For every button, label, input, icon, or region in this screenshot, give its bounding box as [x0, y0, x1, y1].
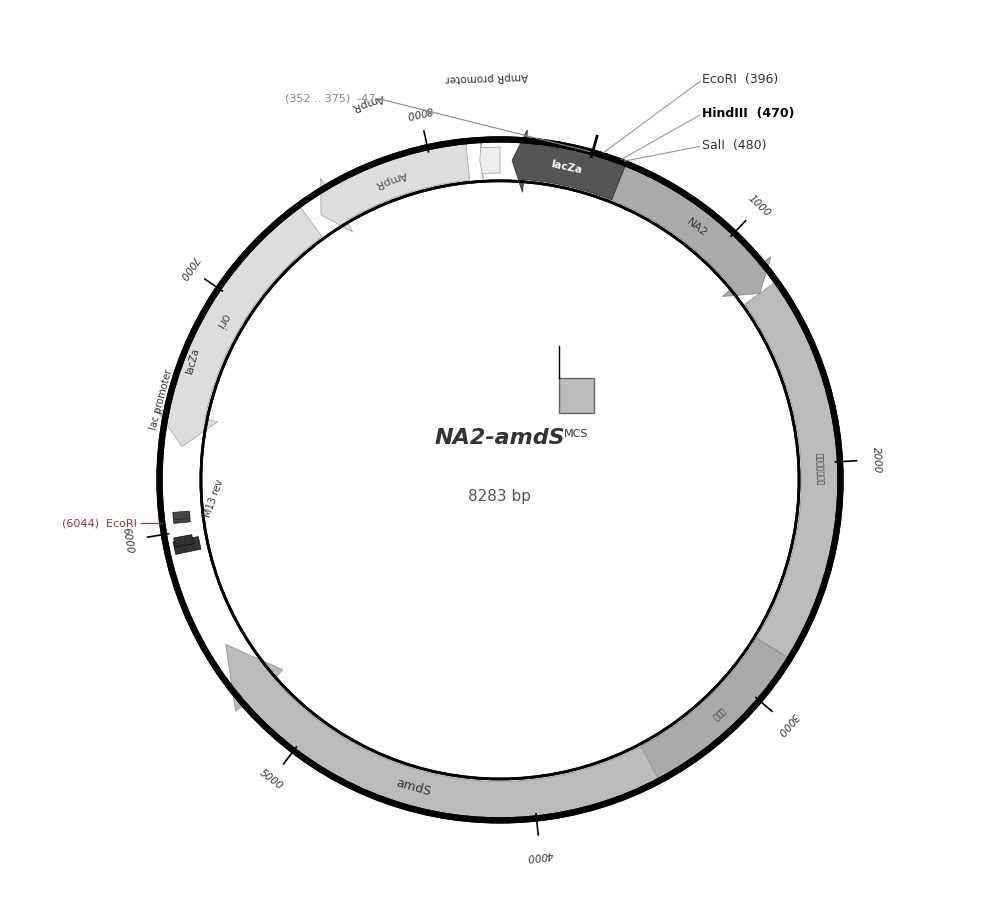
Text: lacZa: lacZa [549, 159, 583, 175]
Polygon shape [745, 282, 838, 657]
Text: NA2: NA2 [685, 217, 709, 239]
Text: lac promoter: lac promoter [148, 367, 174, 431]
Text: 1000: 1000 [746, 193, 773, 219]
Bar [173, 511, 190, 520]
Text: 丝状真菌启动子: 丝状真菌启动子 [815, 453, 825, 485]
Text: 6000: 6000 [121, 526, 135, 555]
Bar [174, 534, 193, 547]
Polygon shape [156, 207, 322, 447]
Text: M13 rev: M13 rev [203, 478, 226, 519]
Text: AmpR promoter: AmpR promoter [445, 71, 528, 83]
Polygon shape [321, 143, 470, 232]
Polygon shape [480, 138, 500, 183]
Bar [559, 378, 594, 413]
Text: ori: ori [213, 311, 232, 331]
Text: 8283 bp: 8283 bp [468, 489, 532, 504]
Text: 3000: 3000 [775, 711, 800, 737]
Bar [173, 536, 201, 555]
Polygon shape [226, 644, 658, 818]
Text: 7000: 7000 [177, 254, 200, 282]
Text: NA2-amdS: NA2-amdS [435, 428, 565, 449]
Polygon shape [641, 638, 788, 779]
Text: 5000: 5000 [258, 768, 285, 792]
Text: amdS: amdS [394, 776, 432, 798]
Text: SalI  (480): SalI (480) [702, 139, 767, 152]
Polygon shape [512, 130, 625, 200]
Text: 终止子: 终止子 [710, 705, 726, 722]
Circle shape [160, 139, 840, 821]
Text: AmpR: AmpR [351, 91, 385, 113]
Text: lacZa: lacZa [184, 347, 201, 376]
Text: HindIII  (470): HindIII (470) [702, 107, 795, 120]
Text: AmpR: AmpR [374, 169, 408, 190]
Text: (6044)  EcoRI: (6044) EcoRI [62, 518, 137, 528]
Polygon shape [612, 166, 771, 296]
Text: 4000: 4000 [527, 848, 554, 861]
Text: MCS: MCS [564, 429, 589, 439]
Text: (352 .. 375)  -47: (352 .. 375) -47 [285, 93, 376, 103]
Text: 8000: 8000 [406, 103, 434, 119]
Text: EcoRI  (396): EcoRI (396) [702, 73, 779, 86]
Text: 2000: 2000 [871, 446, 882, 473]
Bar [173, 514, 190, 523]
Circle shape [86, 66, 914, 894]
